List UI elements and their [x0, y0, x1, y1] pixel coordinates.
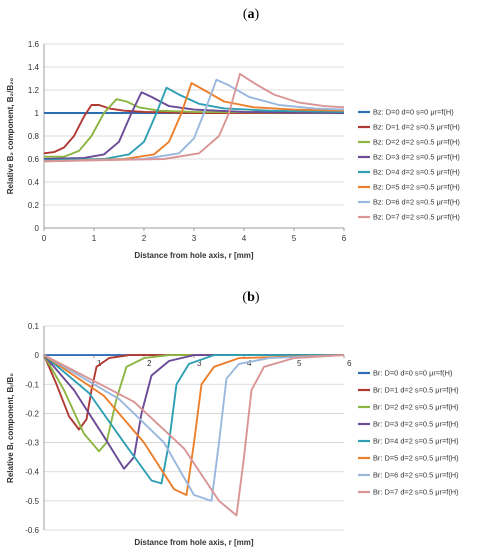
y-tick-label: -0.4: [25, 468, 39, 477]
panel-label-a: (a): [243, 7, 260, 22]
y-tick-label: 1.4: [28, 63, 40, 72]
series-line-a-7: [43, 72, 345, 163]
legend-entry: Br: D=4 d=2 s=0.5 μr=f(H): [373, 437, 459, 446]
legend-entry: Br: D=2 d=2 s=0.5 μr=f(H): [373, 403, 459, 412]
y-tick-label: 0.6: [28, 155, 40, 164]
x-tick-label: 5: [292, 234, 297, 243]
y-tick-label: 0: [35, 224, 40, 233]
y-tick-label: 0.4: [28, 178, 40, 187]
legend-entry: Br: D=1 d=2 s=0.5 μr=f(H): [373, 386, 459, 395]
legend-entry: Bz: D=1 d=2 s=0.5 μr=f(H): [373, 123, 460, 132]
panel-label-open: (: [243, 7, 248, 22]
legend-entry: Bz: D=6 d=2 s=0.5 μr=f(H): [373, 198, 460, 207]
y-axis-label: Relative Bᵣ component, Bᵣ/B₀: [6, 373, 15, 483]
series-line-b-4: [43, 354, 344, 485]
legend-entry: Bz: D=0 d=0 s=0 μr=f(H): [373, 108, 454, 117]
x-tick-label: 4: [247, 359, 252, 368]
x-tick-label: 2: [142, 234, 147, 243]
y-tick-label: -0.5: [25, 497, 39, 506]
y-tick-label: 0.1: [28, 322, 40, 331]
chart-panel-b: (b)-0.6-0.5-0.4-0.3-0.2-0.100.10 1 2 3 4 5 6Di…: [6, 290, 459, 547]
series-line-b-2: [43, 354, 344, 453]
x-tick-label: 5: [297, 359, 302, 368]
chart-panel-a: (a) 0 0.2 0.4 0.6 0.8 1 1.2 1.4 1.6 0 1 2 3 4 5 6 Distanc…: [6, 7, 460, 260]
legend-entry: Br: D=0 d=0 s=0 μr=f(H): [373, 369, 452, 378]
series-line-b-3: [43, 354, 344, 470]
x-tick-label: 2: [147, 359, 152, 368]
y-tick-label: 0: [35, 351, 40, 360]
series-line-a-1: [43, 104, 344, 155]
y-tick-label: 1: [35, 109, 40, 118]
x-tick-label: 3: [197, 359, 202, 368]
panel-label-letter: b: [247, 290, 255, 305]
x-tick-label: 6: [342, 234, 347, 243]
panel-label-close: ): [255, 290, 260, 305]
panel-label-letter: a: [248, 7, 255, 22]
y-tick-label: -0.1: [25, 380, 39, 389]
y-tick-label: 1.2: [28, 86, 40, 95]
y-tick-label: 1.6: [28, 40, 40, 49]
series-line-b-1: [43, 354, 344, 431]
panel-label-close: ): [255, 7, 260, 22]
series-line-a-4: [43, 86, 345, 162]
x-tick-label: 1: [92, 234, 97, 243]
legend-entry: Bz: D=4 d=2 s=0.5 μr=f(H): [373, 168, 460, 177]
legend-entry: Br: D=7 d=2 s=0.5 μr=f(H): [373, 488, 459, 497]
x-tick-label: 6: [347, 359, 352, 368]
x-tick-label: 0: [42, 234, 47, 243]
x-tick-label: 3: [192, 234, 197, 243]
y-tick-label: -0.6: [25, 526, 39, 535]
y-tick-label: 0.8: [28, 132, 40, 141]
legend-entry: Br: D=5 d=2 s=0.5 μr=f(H): [373, 454, 459, 463]
x-tick-label: 4: [242, 234, 247, 243]
series-line-a-2: [44, 98, 345, 158]
legend-entry: Br: D=3 d=2 s=0.5 μr=f(H): [373, 420, 459, 429]
y-tick-label: 0.2: [28, 201, 40, 210]
series-line-b-6: [43, 354, 345, 502]
series-line-b-7: [43, 354, 345, 517]
series-line-b-5: [43, 354, 345, 496]
y-tick-label: -0.2: [25, 409, 39, 418]
legend-entry: Br: D=6 d=2 s=0.5 μr=f(H): [373, 471, 459, 480]
legend-entry: Bz: D=7 d=2 s=0.5 μr=f(H): [373, 213, 460, 222]
panel-label-b: (b): [242, 290, 259, 305]
x-axis-label: Distance from hole axis, r [mm]: [134, 538, 253, 547]
y-tick-label: -0.3: [25, 439, 39, 448]
x-axis-label: Distance from hole axis, r [mm]: [134, 251, 253, 260]
legend-entry: Bz: D=5 d=2 s=0.5 μr=f(H): [373, 183, 460, 192]
y-axis-label: Relative B₂ component, B₂/B₂₀: [6, 77, 15, 194]
series-line-a-6: [43, 78, 345, 163]
series-line-a-5: [43, 82, 345, 163]
legend-entry: Bz: D=3 d=2 s=0.5 μr=f(H): [373, 153, 460, 162]
panel-label-open: (: [242, 290, 247, 305]
legend-entry: Bz: D=2 d=2 s=0.5 μr=f(H): [373, 138, 460, 147]
series-line-a-3: [43, 91, 345, 160]
